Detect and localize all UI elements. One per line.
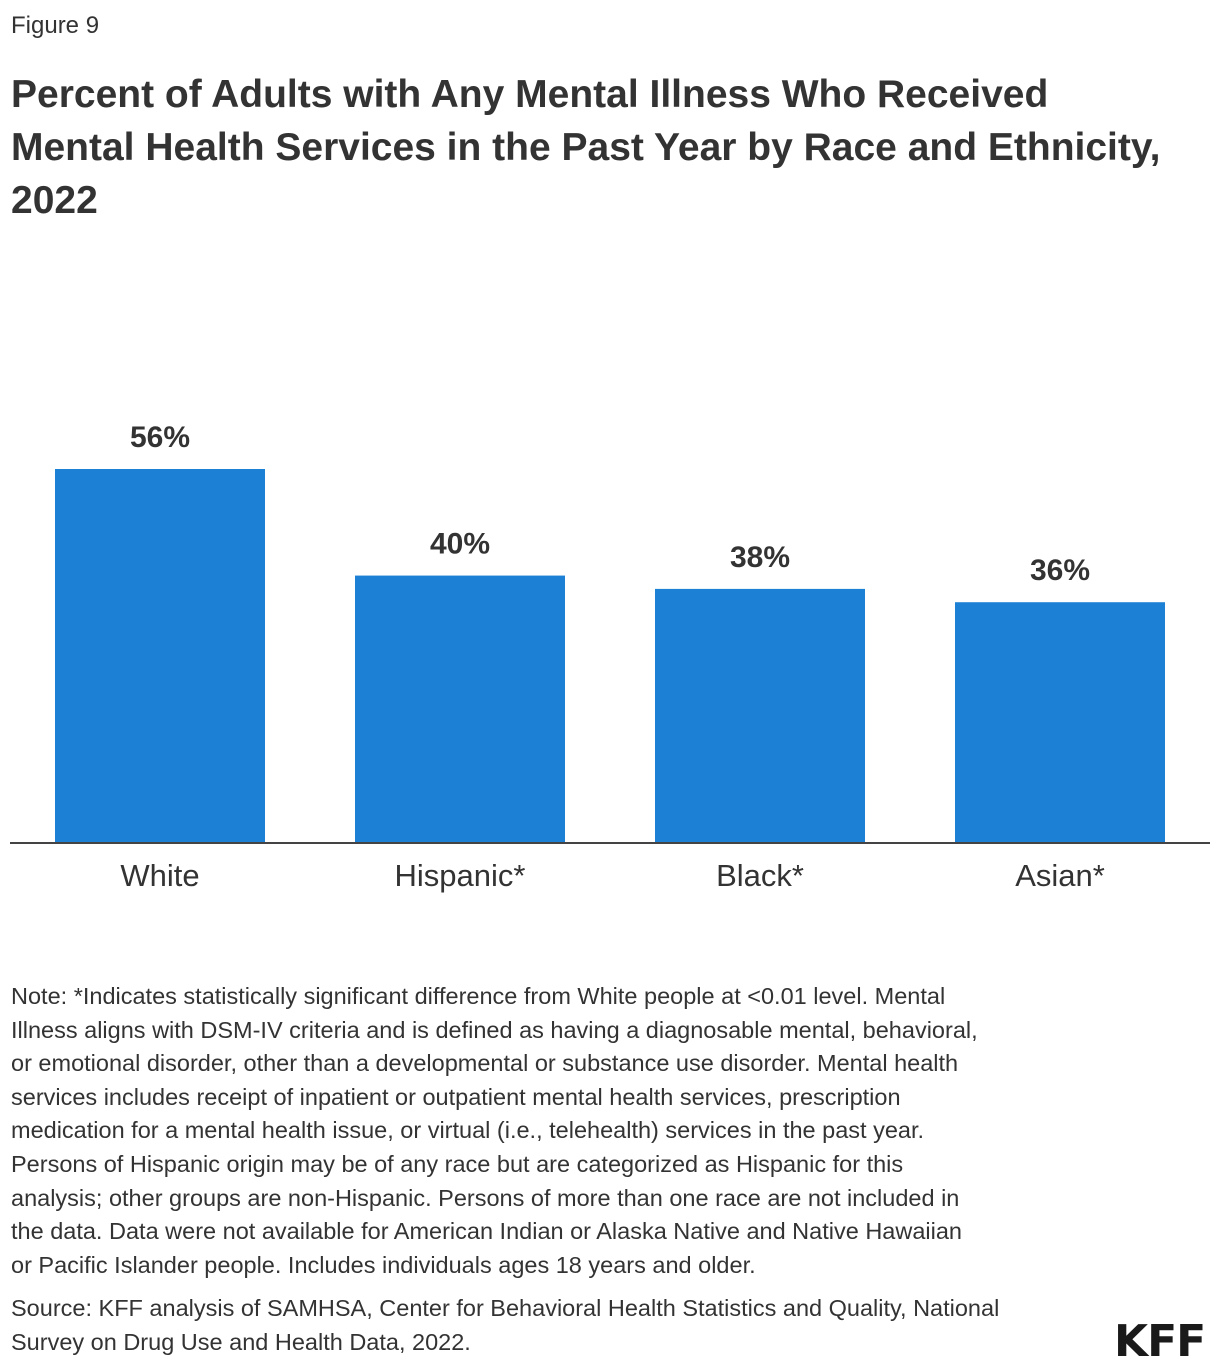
chart-source: Source: KFF analysis of SAMHSA, Center f…: [11, 1292, 999, 1359]
data-label: 36%: [1030, 554, 1090, 587]
bar-asian: [955, 602, 1165, 842]
note-line: Note: *Indicates statistically significa…: [11, 983, 946, 1009]
data-label: 38%: [730, 541, 790, 574]
note-line: medication for a mental health issue, or…: [11, 1117, 925, 1144]
title-line: Percent of Adults with Any Mental Illnes…: [11, 73, 1049, 116]
note-line: Illness aligns with DSM-IV criteria and …: [11, 1016, 978, 1043]
category-label: Asian*: [1015, 858, 1105, 893]
bar-white: [55, 469, 265, 842]
source-line: Source: KFF analysis of SAMHSA, Center f…: [11, 1295, 1000, 1321]
bar-chart: 56% White 40% Hispanic* 38% Black* 36% Asian*: [10, 421, 1210, 893]
title-line: Mental Health Services in the Past Year …: [11, 126, 1161, 169]
note-line: analysis; other groups are non-Hispanic.…: [11, 1184, 960, 1211]
note-line: the data. Data were not available for Am…: [11, 1218, 962, 1245]
chart-title: Percent of Adults with Any Mental Illnes…: [11, 68, 1211, 227]
data-label: 40%: [430, 528, 490, 561]
note-line: or Pacific Islander people. Includes ind…: [11, 1251, 756, 1278]
data-label: 56%: [130, 421, 190, 454]
kff-logo: KFF: [1114, 1316, 1206, 1367]
note-line: Persons of Hispanic origin may be of any…: [11, 1150, 904, 1177]
category-label: White: [120, 858, 199, 893]
bar-black: [655, 588, 865, 842]
category-label: Black*: [716, 858, 804, 893]
category-label: Hispanic*: [395, 858, 526, 893]
title-line: 2022: [11, 179, 98, 222]
note-line: or emotional disorder, other than a deve…: [11, 1050, 959, 1077]
chart-note: Note: *Indicates statistically significa…: [11, 980, 978, 1282]
source-line: Survey on Drug Use and Health Data, 2022…: [11, 1328, 471, 1355]
note-line: services includes receipt of inpatient o…: [11, 1083, 901, 1110]
figure-label: Figure 9: [11, 12, 100, 39]
bar-hispanic: [355, 575, 565, 842]
